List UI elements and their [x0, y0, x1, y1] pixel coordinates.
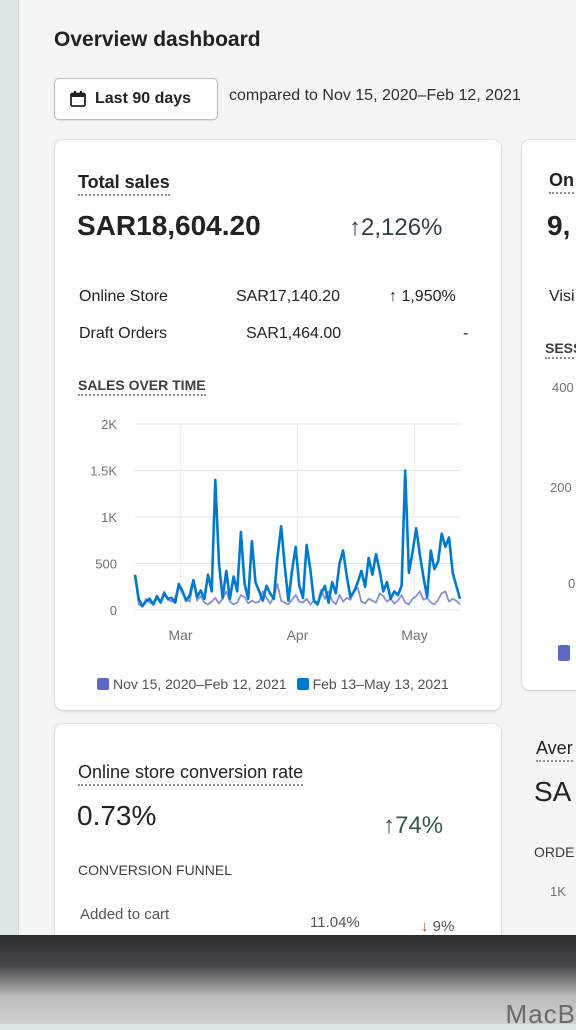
draft-orders-change: -	[463, 325, 469, 342]
avg-order-section: ORDE	[534, 844, 575, 860]
avg-order-tick: 1K	[550, 884, 566, 899]
added-to-cart-change: ↓ 9%	[421, 918, 454, 935]
legend-label-current: Feb 13–May 13, 2021	[312, 676, 449, 692]
draft-orders-label: Draft Orders	[79, 325, 168, 342]
conversion-title[interactable]: Online store conversion rate	[78, 762, 304, 786]
date-range-button[interactable]: Last 90 days	[54, 78, 218, 120]
total-sales-title[interactable]: Total sales	[78, 172, 170, 196]
sessions-row-label: Visi	[549, 288, 575, 305]
y-tick-label: 500	[95, 557, 117, 572]
sessions-legend-swatch	[558, 645, 570, 661]
online-store-change-value: 1,950%	[401, 288, 456, 305]
avg-order-amount: SA	[534, 776, 572, 807]
online-store-value: SAR17,140.20	[236, 288, 341, 305]
sessions-amount: 9,	[547, 210, 571, 241]
conversion-change-value: 74%	[395, 812, 444, 839]
arrow-up-icon: ↑	[383, 812, 395, 839]
y-tick-label: 0	[110, 603, 117, 618]
legend-swatch-comparison	[97, 678, 109, 690]
conversion-funnel-heading: CONVERSION FUNNEL	[78, 862, 233, 878]
avg-order-title[interactable]: Aver	[536, 738, 573, 762]
chart-legend: Nov 15, 2020–Feb 12, 2021 Feb 13–May 13,…	[97, 676, 449, 692]
sales-over-time-heading[interactable]: SALES OVER TIME	[78, 377, 206, 396]
y-tick-label: 2K	[101, 417, 117, 432]
total-sales-card: Total sales SAR18,604.20 ↑2,126% Online …	[55, 140, 501, 710]
online-store-change: ↑ 1,950%	[389, 288, 456, 306]
x-tick-label: Mar	[168, 627, 192, 643]
sales-over-time-chart: 2K 1.5K 1K 500 0 Mar Apr May	[90, 417, 462, 643]
draft-orders-value: SAR1,464.00	[246, 325, 342, 342]
series-line-current[interactable]	[133, 469, 462, 608]
page-title: Overview dashboard	[54, 28, 261, 51]
arrow-down-icon: ↓	[421, 918, 433, 935]
laptop-bezel: MacB	[0, 935, 576, 1029]
online-store-sessions-card: On 9, Visi SESS 400 200 0	[522, 140, 576, 690]
x-tick-label: Apr	[287, 627, 309, 643]
conversion-value: 0.73%	[77, 800, 157, 831]
conversion-rate-card: Online store conversion rate 0.73% ↑74% …	[55, 724, 501, 964]
added-to-cart-change-value: 9%	[432, 918, 455, 935]
calendar-icon	[70, 91, 86, 107]
added-to-cart-label: Added to cart	[80, 906, 170, 923]
total-sales-change-value: 2,126%	[361, 214, 443, 241]
arrow-up-icon: ↑	[349, 214, 361, 241]
series-line-comparison[interactable]	[134, 576, 461, 608]
sessions-tick-200: 200	[550, 480, 572, 495]
sessions-tick-0: 0	[568, 576, 576, 591]
total-sales-amount: SAR18,604.20	[77, 210, 261, 241]
sessions-tick-400: 400	[552, 380, 574, 395]
online-store-label: Online Store	[79, 288, 168, 305]
total-sales-change: ↑2,126%	[349, 214, 442, 242]
y-tick-label: 1K	[101, 510, 117, 525]
compare-text: compared to Nov 15, 2020–Feb 12, 2021	[229, 87, 521, 104]
x-tick-label: May	[401, 627, 427, 643]
date-range-label: Last 90 days	[95, 90, 192, 107]
legend-label-comparison: Nov 15, 2020–Feb 12, 2021	[113, 676, 287, 692]
conversion-change: ↑74%	[383, 812, 443, 840]
laptop-brand: MacB	[505, 999, 576, 1029]
y-tick-label: 1.5K	[90, 464, 117, 479]
sessions-section-heading[interactable]: SESS	[545, 340, 576, 359]
sessions-title[interactable]: On	[549, 170, 574, 194]
arrow-up-icon: ↑	[389, 288, 402, 305]
added-to-cart-value: 11.04%	[310, 914, 360, 931]
legend-swatch-current	[296, 678, 309, 690]
